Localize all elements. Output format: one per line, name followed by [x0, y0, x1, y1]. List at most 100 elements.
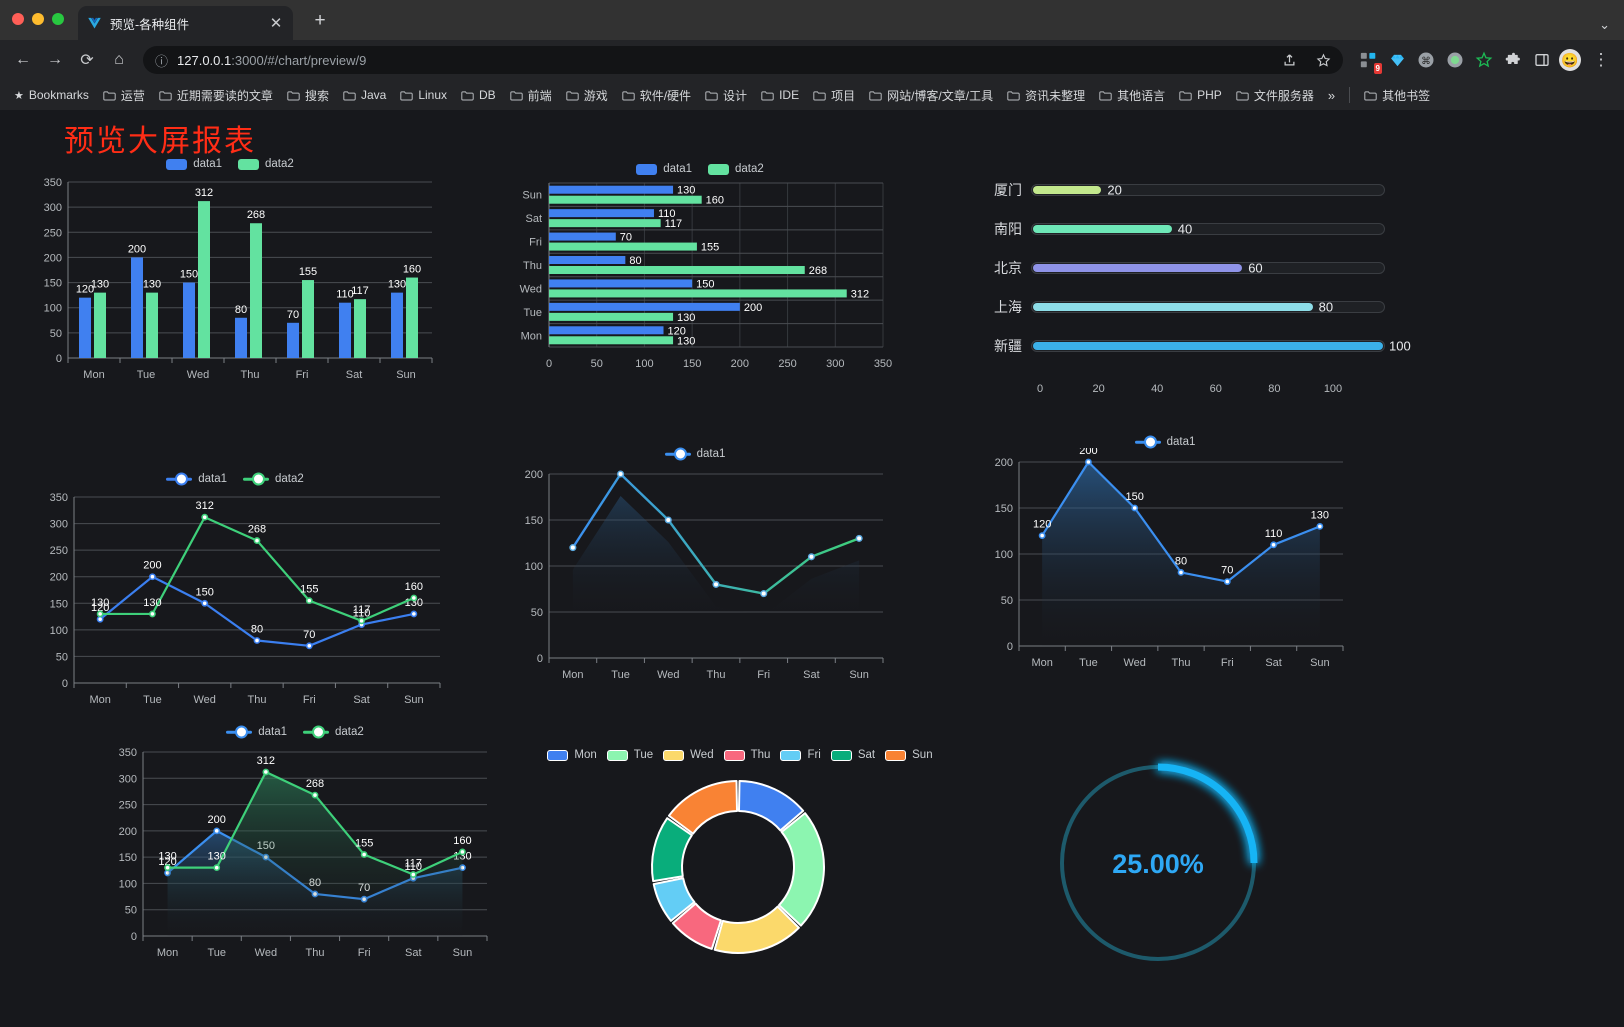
bookmark-folder[interactable]: IDE	[755, 85, 805, 105]
bar[interactable]	[549, 302, 740, 311]
bar[interactable]	[549, 209, 654, 218]
bookmark-folder[interactable]: 前端	[504, 84, 558, 107]
bar[interactable]	[131, 257, 143, 358]
data-point[interactable]	[1223, 578, 1231, 585]
data-point[interactable]	[360, 851, 368, 858]
bar[interactable]	[549, 195, 702, 204]
new-tab-button[interactable]: +	[314, 10, 326, 31]
browser-menu-icon[interactable]: ⋮	[1592, 50, 1610, 69]
legend-item-data1[interactable]: data1	[166, 472, 227, 486]
bookmark-folder[interactable]: 软件/硬件	[616, 84, 697, 107]
diamond-icon[interactable]	[1385, 48, 1409, 72]
data-point[interactable]	[253, 537, 261, 544]
data-point[interactable]	[617, 470, 625, 478]
puzzle-icon[interactable]	[1501, 48, 1525, 72]
bar[interactable]	[549, 312, 674, 321]
bar[interactable]	[549, 256, 626, 264]
data-point[interactable]	[262, 768, 270, 776]
legend-item-fri[interactable]: Fri	[780, 749, 821, 761]
minimize-window-button[interactable]	[32, 13, 44, 25]
progress-track[interactable]: 60	[1031, 261, 1385, 276]
legend-item-data2[interactable]: data2	[238, 158, 294, 170]
data-point[interactable]	[358, 617, 365, 625]
bar[interactable]	[549, 232, 616, 241]
data-point[interactable]	[1085, 458, 1092, 466]
bar[interactable]	[354, 299, 366, 358]
share-icon[interactable]	[1282, 53, 1297, 68]
progress-track[interactable]: 80	[1031, 300, 1385, 315]
bookmark-folder[interactable]: 搜索	[281, 84, 335, 107]
forward-icon[interactable]: →	[47, 51, 63, 68]
legend-item-mon[interactable]: Mon	[547, 749, 597, 761]
progress-track[interactable]: 40	[1031, 222, 1385, 237]
close-tab-button[interactable]: ✕	[269, 14, 283, 32]
bookmark-folder[interactable]: 网站/博客/文章/工具	[863, 84, 999, 107]
bookmark-folder[interactable]: 游戏	[560, 84, 614, 107]
legend-item-data1[interactable]: data1	[664, 447, 725, 461]
legend-item-data1[interactable]: data1	[166, 158, 222, 170]
legend-item-data1[interactable]: data1	[226, 725, 287, 739]
window-menu-chevron-icon[interactable]: ⌄	[1599, 17, 1610, 32]
data-point[interactable]	[149, 610, 156, 618]
data-point[interactable]	[253, 637, 261, 644]
bookmark-folder[interactable]: Linux	[394, 85, 453, 105]
legend-item-data1[interactable]: data1	[1134, 435, 1195, 449]
bar[interactable]	[549, 336, 674, 345]
legend-item-wed[interactable]: Wed	[663, 749, 714, 761]
data-point[interactable]	[807, 553, 815, 561]
pie-slice[interactable]	[671, 902, 722, 950]
bar[interactable]	[339, 302, 351, 358]
bookmark-folder[interactable]: 项目	[807, 84, 861, 107]
data-point[interactable]	[213, 827, 221, 835]
progress-track[interactable]: 20	[1031, 183, 1385, 198]
data-point[interactable]	[96, 615, 104, 623]
bar[interactable]	[549, 185, 674, 194]
bar[interactable]	[549, 242, 697, 251]
legend-item-data2[interactable]: data2	[303, 725, 364, 739]
data-point[interactable]	[311, 791, 319, 799]
sidepanel-icon[interactable]	[1530, 48, 1554, 72]
legend-item-tue[interactable]: Tue	[606, 749, 653, 761]
data-point[interactable]	[213, 864, 221, 872]
data-point[interactable]	[1270, 541, 1277, 549]
bookmark-folder[interactable]: 运营	[97, 84, 151, 107]
bar[interactable]	[287, 322, 299, 358]
pie-slice[interactable]	[713, 905, 800, 954]
bar[interactable]	[549, 289, 847, 298]
data-point[interactable]	[201, 599, 209, 607]
bar[interactable]	[146, 292, 158, 358]
reload-icon[interactable]: ⟳	[80, 52, 94, 69]
bookmark-folder[interactable]: PHP	[1173, 85, 1228, 105]
bookmark-folder[interactable]: 资讯未整理	[1001, 84, 1091, 107]
data-point[interactable]	[1316, 523, 1324, 530]
bar[interactable]	[235, 317, 247, 358]
bookmarks-overflow-icon[interactable]: »	[1327, 87, 1336, 103]
bookmark-star-icon[interactable]	[1316, 53, 1331, 68]
bookmark-folder[interactable]: DB	[455, 85, 502, 105]
data-point[interactable]	[305, 642, 313, 650]
bar[interactable]	[94, 292, 106, 358]
bar[interactable]	[549, 326, 664, 335]
data-point[interactable]	[760, 590, 768, 598]
legend-item-thu[interactable]: Thu	[723, 749, 770, 761]
bar[interactable]	[250, 223, 262, 358]
bar[interactable]	[549, 219, 661, 228]
pie-slice[interactable]	[651, 817, 693, 883]
bar[interactable]	[549, 279, 693, 288]
legend-item-data2[interactable]: data2	[243, 472, 304, 486]
data-point[interactable]	[712, 580, 720, 588]
star-outline-green-icon[interactable]	[1472, 48, 1496, 72]
data-point[interactable]	[569, 544, 577, 552]
bar[interactable]	[302, 280, 314, 358]
bookmark-folder[interactable]: 文件服务器	[1230, 84, 1320, 107]
other-bookmarks-item[interactable]: 其他书签	[1358, 84, 1436, 107]
extensions-grid-icon[interactable]: 9	[1356, 48, 1382, 74]
data-point[interactable]	[855, 534, 863, 542]
bookmark-manager-item[interactable]: ★ Bookmarks	[8, 85, 95, 105]
legend-item-sun[interactable]: Sun	[885, 749, 933, 761]
bookmark-folder[interactable]: 近期需要读的文章	[153, 84, 279, 107]
home-icon[interactable]: ⌂	[114, 51, 124, 68]
data-point[interactable]	[459, 848, 466, 856]
site-info-icon[interactable]: ⓘ	[155, 53, 169, 69]
window-controls[interactable]	[12, 13, 64, 25]
